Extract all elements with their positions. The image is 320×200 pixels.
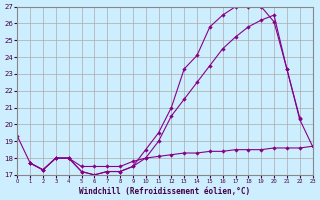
- X-axis label: Windchill (Refroidissement éolien,°C): Windchill (Refroidissement éolien,°C): [79, 187, 251, 196]
